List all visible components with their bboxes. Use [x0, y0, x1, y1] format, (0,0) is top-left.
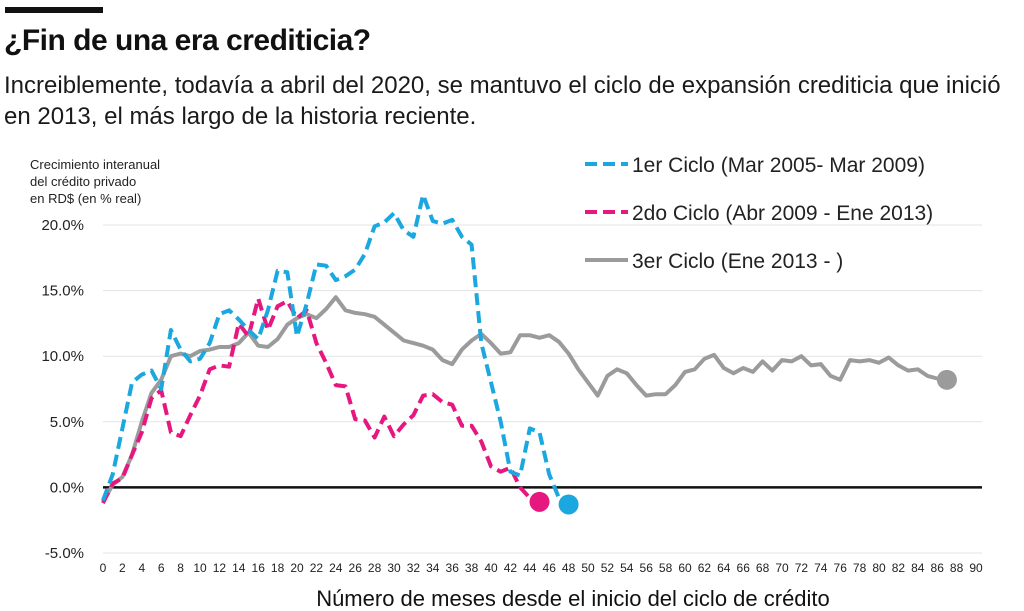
series-end-marker-1	[558, 494, 579, 515]
x-tick-label: 56	[640, 561, 654, 575]
series-end-marker-2	[529, 491, 550, 512]
x-tick-label: 70	[775, 561, 789, 575]
series-end-marker-3	[936, 369, 957, 390]
x-tick-label: 74	[814, 561, 828, 575]
y-tick-label: -5.0%	[45, 545, 84, 562]
x-axis-ticks: 0 2 4 6 8 10 12 14 16 18 20 22 24 26 28 30 32 34 36 38 40 42 4…	[100, 561, 983, 575]
x-tick-label: 76	[834, 561, 848, 575]
x-tick-label: 46	[543, 561, 557, 575]
x-tick-label: 32	[407, 561, 421, 575]
y-tick-label: 0.0%	[50, 479, 84, 496]
y-axis-label-line: en RD$ (en % real)	[30, 191, 141, 206]
x-tick-label: 40	[484, 561, 498, 575]
x-tick-label: 84	[911, 561, 925, 575]
x-tick-label: 24	[329, 561, 343, 575]
x-tick-label: 48	[562, 561, 576, 575]
x-tick-label: 80	[872, 561, 886, 575]
x-tick-label: 42	[504, 561, 518, 575]
x-tick-label: 10	[193, 561, 207, 575]
x-tick-label: 88	[950, 561, 964, 575]
series-line-3	[101, 295, 948, 503]
legend-label-1: 1er Ciclo (Mar 2005- Mar 2009)	[632, 154, 925, 177]
x-tick-label: 78	[853, 561, 867, 575]
chart-subtitle: Increiblemente, todavía a abril del 2020…	[4, 72, 1001, 130]
x-tick-label: 28	[368, 561, 382, 575]
grid-lines	[103, 224, 982, 554]
y-tick-label: 5.0%	[50, 414, 84, 431]
x-tick-label: 50	[581, 561, 595, 575]
x-tick-label: 6	[158, 561, 165, 575]
y-axis-ticks: 20.0% 15.0% 10.0% 5.0% 0.0% -5.0%	[41, 217, 84, 562]
x-tick-label: 58	[659, 561, 673, 575]
chart-legend: 1er Ciclo (Mar 2005- Mar 2009) 2do Ciclo …	[585, 154, 933, 273]
x-tick-label: 26	[349, 561, 363, 575]
x-tick-label: 16	[252, 561, 266, 575]
chart-title: ¿Fin de una era crediticia?	[4, 24, 371, 57]
x-tick-label: 90	[969, 561, 983, 575]
x-tick-label: 18	[271, 561, 285, 575]
x-tick-label: 0	[100, 561, 107, 575]
y-axis-label: Crecimiento interanual del crédito privad…	[30, 157, 160, 206]
x-tick-label: 36	[446, 561, 460, 575]
x-tick-label: 82	[892, 561, 906, 575]
chart-series	[101, 192, 957, 515]
y-tick-label: 20.0%	[41, 217, 84, 234]
x-tick-label: 86	[931, 561, 945, 575]
legend-label-3: 3er Ciclo (Ene 2013 - )	[632, 250, 843, 273]
x-tick-label: 64	[717, 561, 731, 575]
y-axis-label-line: del crédito privado	[30, 174, 136, 189]
x-tick-label: 12	[213, 561, 227, 575]
x-tick-label: 54	[620, 561, 634, 575]
x-tick-label: 44	[523, 561, 537, 575]
y-tick-label: 15.0%	[41, 283, 84, 300]
series-line-2	[101, 296, 541, 504]
x-tick-label: 34	[426, 561, 440, 575]
x-tick-label: 30	[387, 561, 401, 575]
x-tick-label: 14	[232, 561, 246, 575]
x-tick-label: 60	[678, 561, 692, 575]
y-axis-label-line: Crecimiento interanual	[30, 157, 160, 172]
x-tick-label: 72	[795, 561, 809, 575]
x-tick-label: 20	[290, 561, 304, 575]
x-tick-label: 38	[465, 561, 479, 575]
x-tick-label: 62	[698, 561, 712, 575]
x-axis-label: Número de meses desde el inicio del cicl…	[316, 586, 830, 611]
legend-label-2: 2do Ciclo (Abr 2009 - Ene 2013)	[632, 202, 933, 225]
series-line-1	[101, 192, 570, 507]
x-tick-label: 4	[138, 561, 145, 575]
x-tick-label: 8	[177, 561, 184, 575]
title-accent-bar	[5, 7, 103, 13]
y-tick-label: 10.0%	[41, 348, 84, 365]
x-tick-label: 22	[310, 561, 324, 575]
x-tick-label: 66	[737, 561, 751, 575]
x-tick-label: 68	[756, 561, 770, 575]
x-tick-label: 52	[601, 561, 615, 575]
x-tick-label: 2	[119, 561, 126, 575]
